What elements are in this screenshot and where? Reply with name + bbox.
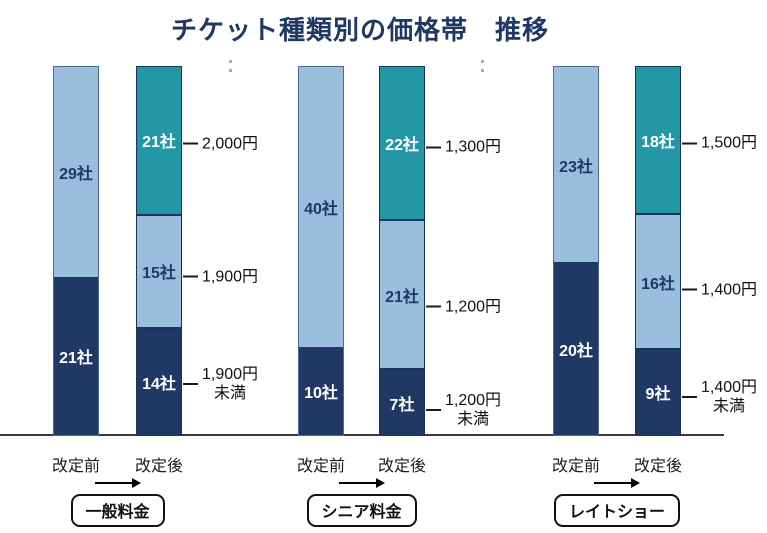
axis-label-before: 改定前 [296, 458, 345, 475]
price-text: 1,900円 未満 [202, 366, 259, 403]
price-text: 1,500円 [701, 134, 758, 152]
segment-count-label: 10社 [304, 385, 338, 402]
stray-mark [229, 69, 232, 72]
segment-count-label: 40社 [304, 201, 338, 218]
x-axis-line [0, 434, 724, 436]
bar-segment: 22社 [380, 67, 424, 222]
segment-count-label: 21社 [59, 349, 93, 367]
price-tick-line [682, 396, 697, 399]
price-text: 2,000円 [202, 135, 259, 153]
axis-label-after: 改定後 [377, 458, 426, 475]
bar-segment: 18社 [636, 67, 680, 216]
segment-count-label: 20社 [559, 342, 593, 360]
stray-mark [229, 60, 232, 63]
bar-segment: 29社 [54, 67, 98, 277]
segment-count-label: 16社 [641, 275, 675, 293]
axis-label-after: 改定後 [134, 458, 183, 475]
transition-arrow-icon [594, 477, 640, 489]
segment-count-label: 15社 [142, 265, 176, 283]
price-label: 1,200円 [426, 297, 501, 316]
bar-segment: 21社 [380, 221, 424, 371]
segment-count-label: 18社 [641, 134, 675, 152]
bar-before: 29社 21社 [53, 66, 99, 436]
bar-after: 18社 16社 9社 [635, 66, 681, 436]
price-text: 1,900円 [202, 268, 259, 286]
bar-before: 23社 20社 [553, 66, 599, 436]
transition-arrow-icon [338, 477, 385, 489]
price-label: 1,200円 未満 [426, 391, 501, 429]
price-label: 1,400円 [682, 280, 757, 299]
price-text: 1,400円 [701, 281, 758, 299]
bar-segment: 21社 [137, 67, 181, 216]
price-tick-line [682, 142, 697, 145]
price-label: 1,500円 [682, 134, 757, 153]
bar-segment: 7社 [380, 370, 424, 435]
axis-label-after: 改定後 [633, 458, 682, 475]
category-label-box: シニア料金 [306, 494, 417, 527]
stray-mark [481, 69, 484, 72]
segment-count-label: 21社 [142, 134, 176, 152]
bar-segment: 10社 [299, 347, 343, 435]
chart-title: チケット種類別の価格帯 推移 [170, 15, 549, 45]
bar-segment: 20社 [554, 262, 598, 435]
segment-count-label: 22社 [385, 137, 419, 155]
price-label: 1,400円 未満 [682, 378, 757, 416]
price-tick-line [426, 305, 441, 308]
arrow-shaft [338, 482, 376, 484]
transition-arrow-icon [94, 477, 141, 489]
segment-count-label: 21社 [385, 288, 419, 306]
axis-label-before: 改定前 [551, 458, 600, 475]
price-tick-line [426, 146, 441, 149]
bar-segment: 16社 [636, 215, 680, 350]
price-tick-line [682, 288, 697, 291]
price-tick-line [183, 383, 198, 386]
bar-segment: 9社 [636, 349, 680, 435]
bar-segment: 21社 [54, 276, 98, 435]
price-text: 1,200円 [445, 298, 502, 315]
segment-count-label: 29社 [59, 165, 93, 183]
segment-count-label: 9社 [645, 386, 671, 404]
arrow-shaft [94, 482, 132, 484]
price-tick-line [183, 275, 198, 278]
bar-before: 40社 10社 [298, 66, 344, 436]
category-label-box: 一般料金 [70, 494, 165, 527]
bar-segment: 15社 [137, 215, 181, 330]
segment-count-label: 14社 [142, 376, 176, 394]
bar-after: 21社 15社 14社 [136, 66, 182, 436]
price-label: 1,900円 未満 [183, 365, 258, 403]
bar-segment: 40社 [299, 67, 343, 347]
segment-count-label: 7社 [389, 396, 415, 414]
arrow-head [131, 478, 141, 488]
arrow-head [631, 478, 640, 488]
bar-segment: 14社 [137, 329, 181, 435]
bar-after: 22社 21社 7社 [379, 66, 425, 436]
stray-mark [481, 60, 484, 63]
price-label: 1,900円 [183, 267, 258, 286]
price-text: 1,400円 未満 [701, 379, 758, 416]
price-tick-line [426, 409, 441, 412]
segment-count-label: 23社 [559, 158, 593, 176]
arrow-shaft [594, 482, 631, 484]
price-tick-line [183, 142, 198, 145]
arrow-head [375, 478, 385, 488]
price-text: 1,200円 未満 [445, 392, 502, 429]
price-text: 1,300円 [445, 138, 502, 156]
axis-label-before: 改定前 [51, 458, 100, 475]
category-label-box: レイトショー [553, 494, 681, 527]
price-label: 1,300円 [426, 138, 501, 157]
price-label: 2,000円 [183, 134, 258, 153]
bar-segment: 23社 [554, 67, 598, 263]
